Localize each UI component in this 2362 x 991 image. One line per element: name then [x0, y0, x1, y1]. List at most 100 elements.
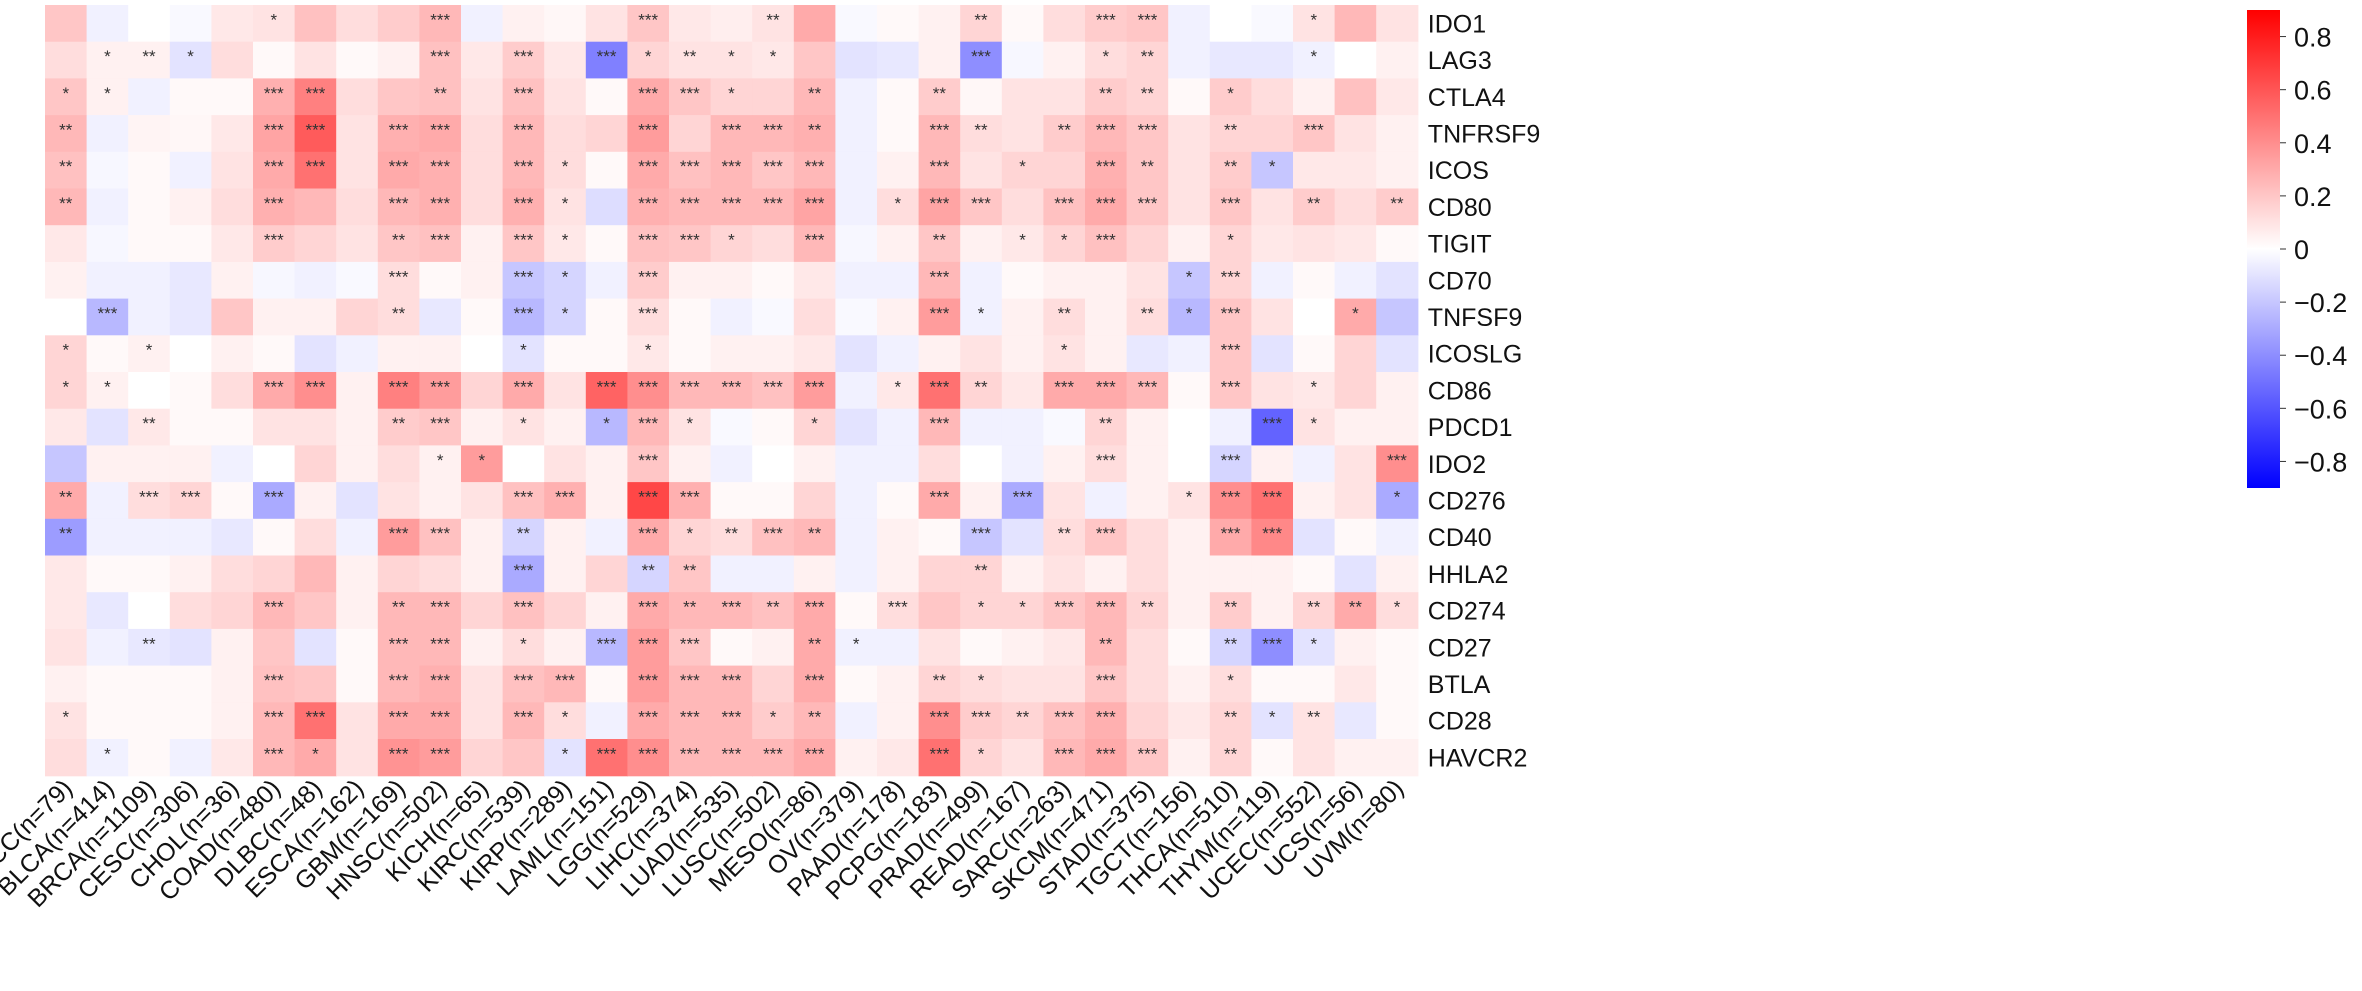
- heatmap-cell: [793, 151, 836, 190]
- heatmap-cell: [877, 151, 920, 190]
- heatmap-cell: [1043, 298, 1086, 336]
- heatmap-cell: [128, 372, 171, 410]
- significance-mark: ***: [680, 744, 700, 763]
- heatmap-cell: [710, 665, 753, 703]
- heatmap-cell: [1334, 41, 1377, 79]
- heatmap-cell: [835, 5, 878, 43]
- heatmap-cell: [585, 628, 628, 667]
- heatmap-cell: [1251, 298, 1294, 336]
- heatmap-cell: [1209, 41, 1252, 79]
- heatmap-cell: [960, 739, 1003, 777]
- heatmap-cell: [253, 628, 296, 667]
- heatmap-cell: [960, 482, 1003, 520]
- heatmap-cell: [710, 555, 753, 593]
- heatmap-cell: [918, 78, 961, 116]
- significance-mark: ***: [971, 708, 991, 727]
- heatmap-cell: [1001, 628, 1044, 667]
- heatmap-cell: [918, 408, 961, 446]
- heatmap-cell: [211, 41, 254, 79]
- heatmap-cell: [461, 78, 504, 116]
- significance-mark: *: [1394, 598, 1401, 617]
- heatmap-cell: [544, 555, 587, 593]
- heatmap-cell: [253, 335, 296, 373]
- significance-mark: ***: [305, 84, 325, 103]
- significance-mark: **: [1141, 304, 1155, 323]
- heatmap-cell: [1209, 188, 1252, 226]
- heatmap-cell: [835, 372, 878, 410]
- heatmap-cell: [544, 408, 587, 446]
- significance-mark: *: [1186, 267, 1193, 286]
- heatmap-cell: [169, 628, 212, 667]
- heatmap-cell: [294, 41, 337, 79]
- row-label: ICOSLG: [1428, 341, 1522, 369]
- heatmap-cell: [45, 555, 88, 593]
- heatmap-cell: [336, 408, 379, 446]
- significance-mark: ***: [929, 194, 949, 213]
- significance-mark: ***: [264, 708, 284, 727]
- heatmap-cell: [1001, 555, 1044, 593]
- significance-mark: *: [894, 377, 901, 396]
- heatmap-cell: [1001, 665, 1044, 703]
- heatmap-cell: [128, 739, 171, 777]
- heatmap-cell: [793, 188, 836, 226]
- significance-mark: ***: [264, 84, 284, 103]
- heatmap-cell: [710, 592, 753, 630]
- significance-mark: ***: [181, 487, 201, 506]
- heatmap-cell: [835, 445, 878, 483]
- significance-mark: ***: [555, 671, 575, 690]
- significance-mark: ***: [264, 598, 284, 617]
- heatmap-cell: [86, 555, 129, 593]
- heatmap-cell: [419, 115, 462, 153]
- heatmap-cell: [45, 372, 88, 410]
- row-label: TNFRSF9: [1428, 120, 1541, 148]
- heatmap-cell: [169, 261, 212, 300]
- heatmap-cell: [377, 151, 420, 190]
- significance-mark: ***: [139, 487, 159, 506]
- heatmap-cell: [793, 335, 836, 373]
- significance-mark: *: [1310, 47, 1317, 66]
- heatmap-cell: [461, 372, 504, 410]
- heatmap-cell: [1251, 151, 1294, 190]
- significance-mark: ***: [1054, 194, 1074, 213]
- heatmap-cell: [502, 261, 545, 300]
- row-label: LAG3: [1428, 47, 1492, 75]
- heatmap-cell: [877, 5, 920, 43]
- significance-mark: ***: [430, 10, 450, 29]
- heatmap-cell: [752, 261, 795, 300]
- heatmap-cell: [502, 702, 545, 740]
- significance-mark: ***: [805, 194, 825, 213]
- significance-mark: *: [770, 47, 777, 66]
- significance-mark: **: [1099, 634, 1113, 653]
- significance-mark: *: [520, 341, 527, 360]
- significance-mark: *: [1227, 231, 1234, 250]
- heatmap-cell: [877, 225, 920, 263]
- heatmap-cell: [793, 115, 836, 153]
- significance-mark: **: [1307, 598, 1321, 617]
- heatmap-cell: [1376, 41, 1419, 79]
- heatmap-cell: [253, 188, 296, 226]
- significance-mark: ***: [1096, 10, 1116, 29]
- heatmap-cell: [1293, 739, 1336, 777]
- heatmap-cell: [169, 225, 212, 263]
- heatmap-cell: [128, 408, 171, 446]
- significance-mark: *: [62, 341, 69, 360]
- heatmap-cell: [1209, 372, 1252, 410]
- heatmap-cell: [169, 445, 212, 483]
- significance-mark: *: [853, 634, 860, 653]
- heatmap-cell: [793, 592, 836, 630]
- heatmap-cell: [1001, 115, 1044, 153]
- heatmap-cell: [211, 482, 254, 520]
- heatmap-cell: [336, 261, 379, 300]
- heatmap-cell: [544, 445, 587, 483]
- heatmap-cell: [544, 5, 587, 43]
- significance-mark: **: [1141, 84, 1155, 103]
- heatmap-cell: [1001, 482, 1044, 520]
- significance-mark: **: [808, 84, 822, 103]
- heatmap-cell: [211, 408, 254, 446]
- heatmap-cell: [169, 115, 212, 153]
- heatmap-cell: [1251, 408, 1294, 446]
- heatmap-cell: [45, 702, 88, 740]
- heatmap-cell: [585, 592, 628, 630]
- heatmap-cell: [918, 702, 961, 740]
- heatmap-cell: [1126, 188, 1169, 226]
